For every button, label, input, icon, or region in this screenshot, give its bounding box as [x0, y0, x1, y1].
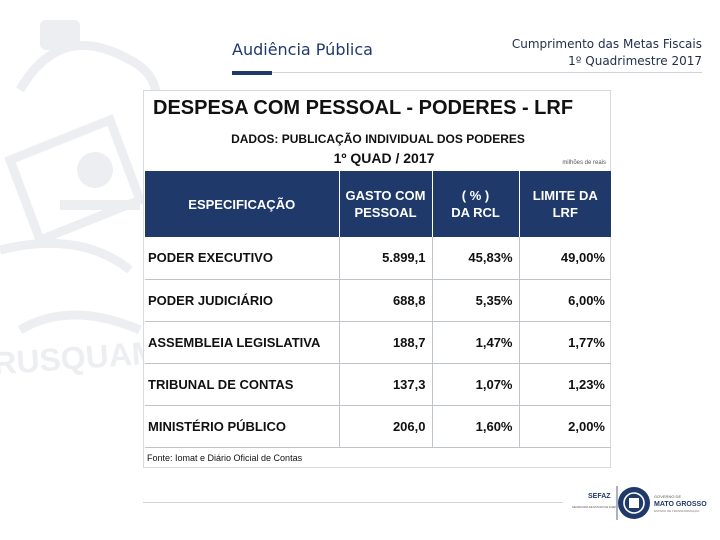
row-name: TRIBUNAL DE CONTAS — [145, 363, 340, 406]
table-row: TRIBUNAL DE CONTAS 137,3 1,07% 1,23% — [145, 363, 611, 406]
source-note: Fonte: Iomat e Diário Oficial de Contas — [147, 453, 303, 463]
row-rcl: 5,35% — [432, 279, 520, 322]
header-subtitle-line1: Cumprimento das Metas Fiscais — [511, 37, 702, 51]
row-name: ASSEMBLEIA LEGISLATIVA — [145, 321, 340, 364]
sefaz-logo-subtext: SECRETARIA DE ESTADO DE FAZENDA — [572, 505, 621, 509]
slide-title: DESPESA COM PESSOAL - PODERES - LRF — [153, 97, 574, 119]
table-row: PODER EXECUTIVO 5.899,1 45,83% 49,00% — [145, 237, 611, 280]
col-header-gasto: GASTO COM PESSOAL — [339, 171, 433, 237]
row-rcl: 1,60% — [432, 405, 520, 448]
slide-subtitle: DADOS: PUBLICAÇÃO INDIVIDUAL DOS PODERES — [231, 132, 525, 146]
table-row: MINISTÉRIO PÚBLICO 206,0 1,60% 2,00% — [145, 405, 611, 448]
watermark-text: RUSQUAM — [0, 334, 160, 381]
row-gasto: 688,8 — [339, 279, 433, 322]
row-name: PODER EXECUTIVO — [145, 237, 340, 280]
gov-logo-subtext: ESTADO DE TRANSFORMAÇÃO — [654, 508, 700, 513]
coat-of-arms-watermark: RUSQUAM — [0, 20, 162, 382]
footer-logos: SEFAZ SECRETARIA DE ESTADO DE FAZENDA GO… — [572, 486, 707, 520]
row-limite: 6,00% — [519, 279, 611, 322]
header-subtitle-line2: 1º Quadrimestre 2017 — [568, 54, 702, 68]
logo-separator — [616, 486, 618, 520]
gov-logo-text1: GOVERNO DE — [654, 494, 681, 499]
row-gasto: 188,7 — [339, 321, 433, 364]
row-rcl: 1,47% — [432, 321, 520, 364]
row-limite: 1,77% — [519, 321, 611, 364]
row-rcl: 45,83% — [432, 237, 520, 280]
row-name: MINISTÉRIO PÚBLICO — [145, 405, 340, 448]
embedded-slide: DESPESA COM PESSOAL - PODERES - LRF DADO… — [143, 90, 611, 468]
col-header-limite: LIMITE DA LRF — [519, 171, 611, 237]
header-subtitle: Cumprimento das Metas Fiscais 1º Quadrim… — [512, 36, 702, 70]
col-header-especificacao: ESPECIFICAÇÃO — [145, 171, 340, 237]
row-gasto: 206,0 — [339, 405, 433, 448]
slide-period: 1º QUAD / 2017 — [333, 150, 435, 166]
row-gasto: 5.899,1 — [339, 237, 433, 280]
row-gasto: 137,3 — [339, 363, 433, 406]
row-limite: 49,00% — [519, 237, 611, 280]
title-underline — [232, 71, 272, 75]
footer-divider — [143, 502, 563, 503]
page-title: Audiência Pública — [232, 40, 373, 59]
gov-logo-text2: MATO GROSSO — [654, 501, 707, 508]
table-row: PODER JUDICIÁRIO 688,8 5,35% 6,00% — [145, 279, 611, 322]
table-header-row: ESPECIFICAÇÃO GASTO COM PESSOAL ( % ) DA… — [145, 171, 611, 237]
row-limite: 2,00% — [519, 405, 611, 448]
row-limite: 1,23% — [519, 363, 611, 406]
row-rcl: 1,07% — [432, 363, 520, 406]
col-header-rcl: ( % ) DA RCL — [432, 171, 520, 237]
row-name: PODER JUDICIÁRIO — [145, 279, 340, 322]
unit-note: milhões de reais — [562, 160, 606, 166]
expense-table: ESPECIFICAÇÃO GASTO COM PESSOAL ( % ) DA… — [145, 171, 611, 448]
sefaz-logo-text: SEFAZ — [588, 493, 611, 500]
header-divider — [272, 72, 702, 73]
table-row: ASSEMBLEIA LEGISLATIVA 188,7 1,47% 1,77% — [145, 321, 611, 364]
